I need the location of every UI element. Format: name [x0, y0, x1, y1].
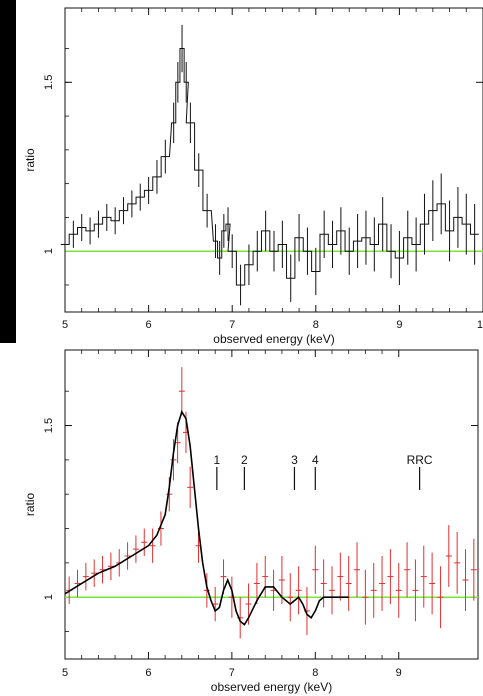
bottom-model-curve — [64, 409, 349, 626]
bottom-annotation-label: 3 — [291, 453, 298, 467]
bottom-x-tick-label: 5 — [62, 667, 68, 679]
bottom-annotation-label: 4 — [312, 453, 319, 467]
top-x-tick-label: 10 — [477, 319, 483, 331]
top-x-tick-label: 8 — [313, 319, 319, 331]
bottom-panel-background — [0, 343, 483, 696]
bottom-x-tick-label: 7 — [229, 667, 235, 679]
bottom-plot-frame — [64, 349, 479, 660]
bottom-annotation-label: RRC — [407, 453, 433, 467]
bottom-annotation-label: 2 — [241, 453, 248, 467]
top-x-tick-label: 6 — [146, 319, 152, 331]
bottom-x-tick-label: 9 — [396, 667, 402, 679]
top-y-tick-label: 1.5 — [43, 75, 55, 90]
top-panel-background — [16, 0, 483, 343]
top-x-tick-label: 5 — [62, 319, 68, 331]
bottom-x-tick-label: 6 — [145, 667, 151, 679]
bottom-y-tick-label: 1.5 — [43, 418, 55, 433]
top-x-axis-label: observed energy (keV) — [213, 332, 334, 346]
bottom-chart: 5 6 7 8 9 1 1.5 observed energy (keV) ratio 1 2 3 4 R… — [23, 349, 479, 694]
bottom-x-tick-label: 8 — [312, 667, 318, 679]
top-y-tick-label: 1 — [43, 248, 55, 254]
top-x-tick-label: 7 — [229, 319, 235, 331]
bottom-y-axis-label: ratio — [23, 493, 37, 517]
bottom-annotation-label: 1 — [214, 453, 221, 467]
top-y-axis-label: ratio — [23, 148, 37, 172]
top-data-step-line — [60, 48, 479, 286]
bottom-x-axis-label: observed energy (keV) — [211, 680, 332, 694]
top-x-tick-label: 9 — [396, 319, 402, 331]
top-plot-frame — [64, 7, 483, 313]
bottom-y-tick-label: 1 — [43, 594, 55, 600]
top-chart: 5 6 7 8 9 10 1 1.5 observed energy (keV) ratio — [23, 7, 483, 346]
